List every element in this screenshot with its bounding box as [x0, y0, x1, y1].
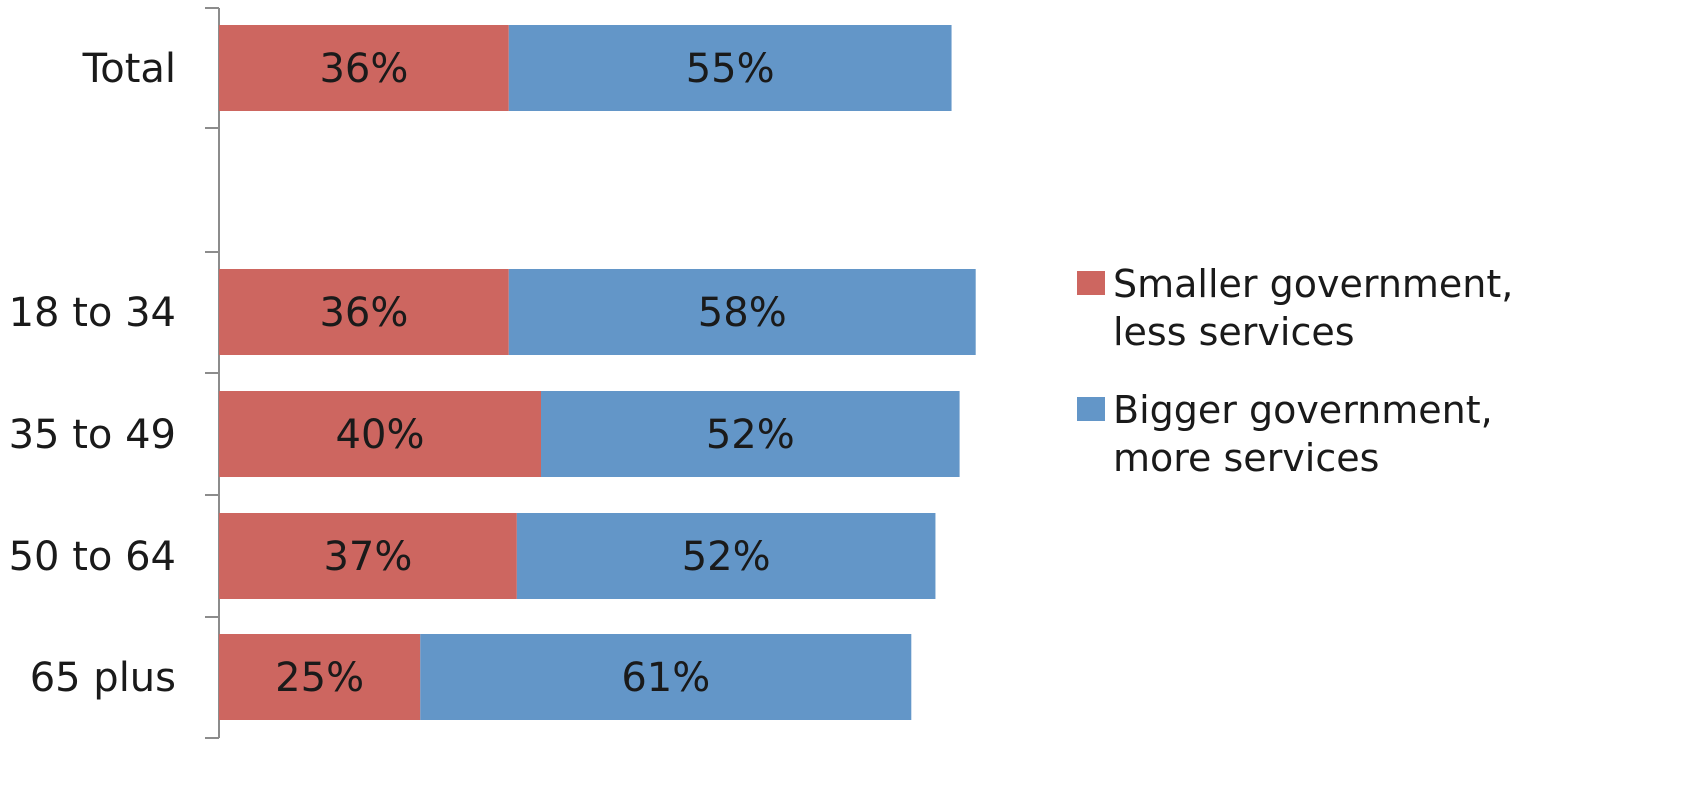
bar-smaller-government	[219, 25, 509, 111]
category-axis	[205, 7, 220, 739]
data-label: 40%	[336, 412, 425, 458]
data-label: 25%	[275, 655, 364, 701]
legend-label: less services	[1113, 310, 1355, 354]
legend: Smaller government,less services Bigger g…	[1077, 262, 1513, 480]
data-label: 58%	[698, 290, 787, 336]
category-labels: Total 18 to 34 35 to 49 50 to 64 65 plus	[9, 46, 176, 701]
bars: 36% 55% 36% 58% 40% 52% 37% 52% 25% 61%	[219, 25, 976, 720]
data-label: 36%	[319, 46, 408, 92]
category-label: 65 plus	[30, 655, 176, 701]
bar-smaller-government	[219, 269, 509, 355]
bar-smaller-government	[219, 391, 541, 477]
data-label: 52%	[682, 534, 771, 580]
data-label: 37%	[323, 534, 412, 580]
category-label: Total	[82, 46, 176, 92]
bar-bigger-government	[508, 25, 952, 111]
bar-smaller-government	[219, 634, 421, 720]
bar-bigger-government	[516, 513, 936, 599]
bar-bigger-government	[541, 391, 960, 477]
category-label: 18 to 34	[9, 290, 176, 336]
data-label: 36%	[319, 290, 408, 336]
bar-smaller-government	[219, 513, 517, 599]
legend-label: more services	[1113, 436, 1379, 480]
data-label: 61%	[621, 655, 710, 701]
bar-bigger-government	[508, 269, 976, 355]
data-label: 55%	[686, 46, 775, 92]
category-label: 50 to 64	[9, 534, 176, 580]
bar-bigger-government	[420, 634, 912, 720]
category-label: 35 to 49	[9, 412, 176, 458]
legend-swatch-smaller	[1077, 271, 1105, 295]
legend-label: Bigger government,	[1113, 388, 1493, 432]
legend-label: Smaller government,	[1113, 262, 1513, 306]
legend-swatch-bigger	[1077, 397, 1105, 421]
data-label: 52%	[706, 412, 795, 458]
